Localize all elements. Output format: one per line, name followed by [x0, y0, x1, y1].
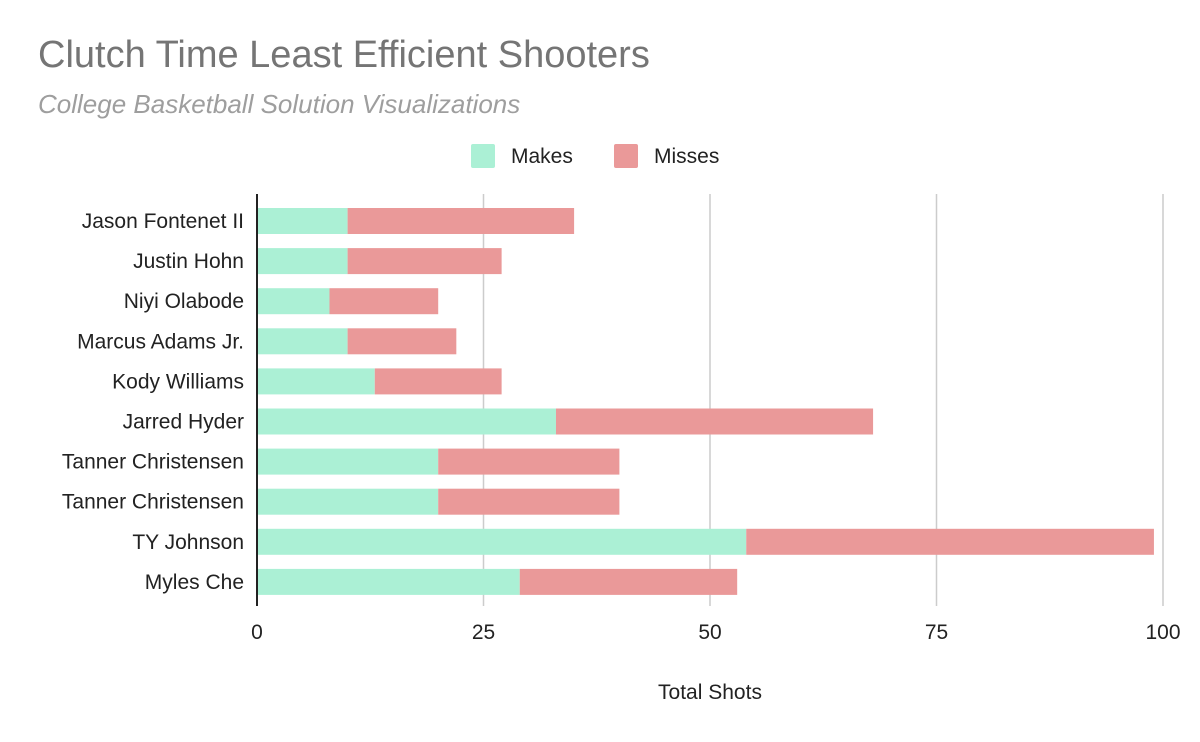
category-label: Jason Fontenet II [82, 210, 244, 233]
category-label: Justin Hohn [133, 250, 244, 273]
bar-misses [519, 568, 738, 595]
legend-label-misses: Misses [654, 145, 719, 168]
bars [257, 208, 1154, 595]
bar-makes [257, 568, 520, 595]
category-label: Kody Williams [112, 370, 244, 393]
bar-misses [329, 288, 439, 315]
bar-makes [257, 488, 439, 515]
bar-misses [438, 488, 620, 515]
legend-swatch-misses [614, 144, 638, 168]
legend: Makes Misses [471, 144, 719, 168]
x-tick-label: 100 [1145, 621, 1180, 644]
category-label: Tanner Christensen [62, 451, 244, 474]
category-label: Jarred Hyder [123, 411, 244, 434]
bar-misses [555, 408, 874, 435]
bar-makes [257, 208, 348, 234]
bar-makes [257, 448, 439, 475]
bar-misses [347, 208, 575, 234]
legend-swatch-makes [471, 144, 495, 168]
x-tick-label: 25 [472, 621, 495, 644]
bar-makes [257, 408, 556, 435]
bar-makes [257, 528, 747, 555]
category-label: Myles Che [145, 571, 244, 594]
y-axis: Jason Fontenet II Justin Hohn Niyi Olabode… [62, 194, 258, 606]
x-tick-label: 0 [251, 621, 263, 644]
x-tick-label: 50 [698, 621, 721, 644]
x-axis-title: Total Shots [658, 681, 762, 704]
bar-misses [374, 368, 502, 395]
category-label: TY Johnson [132, 531, 244, 554]
bar-makes [257, 248, 348, 275]
bar-misses [746, 528, 1154, 555]
category-label: Niyi Olabode [124, 290, 244, 313]
legend-label-makes: Makes [511, 145, 573, 168]
x-axis-ticks: 0 25 50 75 100 [251, 621, 1180, 644]
bar-makes [257, 328, 348, 355]
chart-subtitle: College Basketball Solution Visualizatio… [38, 89, 521, 119]
category-label: Marcus Adams Jr. [77, 330, 244, 353]
chart-title: Clutch Time Least Efficient Shooters [38, 34, 650, 76]
category-label: Tanner Christensen [62, 491, 244, 514]
bar-misses [438, 448, 620, 475]
bar-misses [347, 328, 457, 355]
bar-makes [257, 368, 375, 395]
bar-misses [347, 248, 502, 275]
bar-makes [257, 288, 330, 315]
x-tick-label: 75 [925, 621, 948, 644]
